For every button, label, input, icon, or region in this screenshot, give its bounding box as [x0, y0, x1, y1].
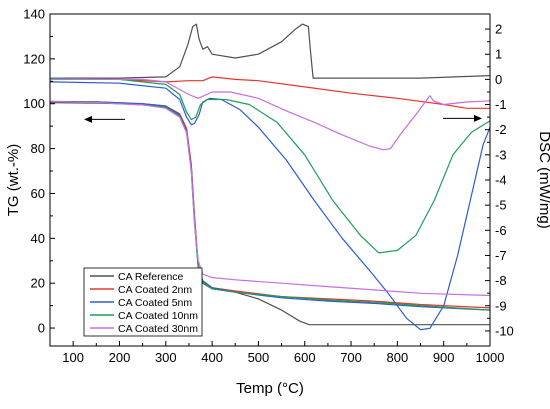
y-right-tick-label: -4: [495, 173, 507, 188]
y-axis-right-label: DSC (mW/mg): [536, 131, 550, 229]
x-tick-label: 1000: [476, 350, 505, 365]
y-right-tick-label: -7: [495, 248, 507, 263]
y-right-tick-label: -8: [495, 273, 507, 288]
tg-line-ca-coated-30nm: [49, 100, 491, 297]
y-left-tick-label: 140: [23, 7, 45, 22]
dsc-line-ca-coated-30nm: [50, 78, 491, 151]
left-axis-arrowhead: [84, 115, 92, 123]
y-right-tick-label: 1: [495, 47, 502, 62]
x-tick-label: 900: [433, 350, 455, 365]
x-tick-label: 200: [109, 350, 131, 365]
y-axis-left-label: TG (wt.-%): [5, 144, 22, 217]
y-right-tick-label: -10: [495, 323, 514, 338]
y-right-tick-label: -6: [495, 223, 507, 238]
y-left-tick-label: 60: [31, 186, 45, 201]
y-right-tick-label: -3: [495, 147, 507, 162]
y-right-tick-label: -2: [495, 122, 507, 137]
legend-label: CA Coated 30nm: [118, 323, 198, 335]
x-tick-label: 800: [387, 350, 409, 365]
x-tick-label: 700: [340, 350, 362, 365]
right-axis-arrowhead: [474, 114, 482, 122]
y-axis-right: 2 1 0 -1 -2 -3 -4 -5 -6 -7 -8 -9 -10: [485, 22, 514, 338]
y-left-tick-label: 100: [23, 96, 45, 111]
legend-label: CA Reference: [118, 271, 184, 283]
y-left-tick-label: 0: [38, 321, 45, 336]
y-right-tick-label: -1: [495, 97, 507, 112]
x-tick-label: 100: [62, 350, 84, 365]
x-tick-label: 600: [294, 350, 316, 365]
dsc-line-ca-coated-10nm: [49, 77, 491, 254]
y-right-tick-label: 2: [495, 22, 502, 37]
x-tick-label: 300: [155, 350, 177, 365]
y-left-tick-label: 20: [31, 276, 45, 291]
dsc-line-ca-coated-2nm: [50, 76, 490, 109]
x-axis-label: Temp (°C): [236, 380, 304, 397]
tg-line-ca-coated-10nm: [49, 100, 491, 311]
x-tick-label: 400: [201, 350, 223, 365]
x-tick-label: 500: [248, 350, 270, 365]
dsc-line-ca-coated-5nm: [49, 81, 491, 331]
legend-label: CA Coated 5nm: [118, 297, 192, 309]
axis-arrows: [84, 114, 482, 123]
y-left-tick-label: 80: [31, 141, 45, 156]
x-axis: 100 200 300 400 500 600 700 800 900 1000: [62, 341, 504, 365]
legend-label: CA Coated 2nm: [118, 284, 192, 296]
y-right-tick-label: 0: [495, 72, 502, 87]
legend-label: CA Coated 10nm: [118, 310, 198, 322]
y-axis-left: 0 20 40 60 80 100 120 140: [23, 7, 55, 336]
y-left-tick-label: 120: [23, 51, 45, 66]
plot-lines: [49, 23, 491, 331]
dsc-line-ca-reference: [50, 23, 491, 79]
y-right-tick-label: -5: [495, 198, 507, 213]
y-right-tick-label: -9: [495, 298, 507, 313]
y-left-tick-label: 40: [31, 231, 45, 246]
